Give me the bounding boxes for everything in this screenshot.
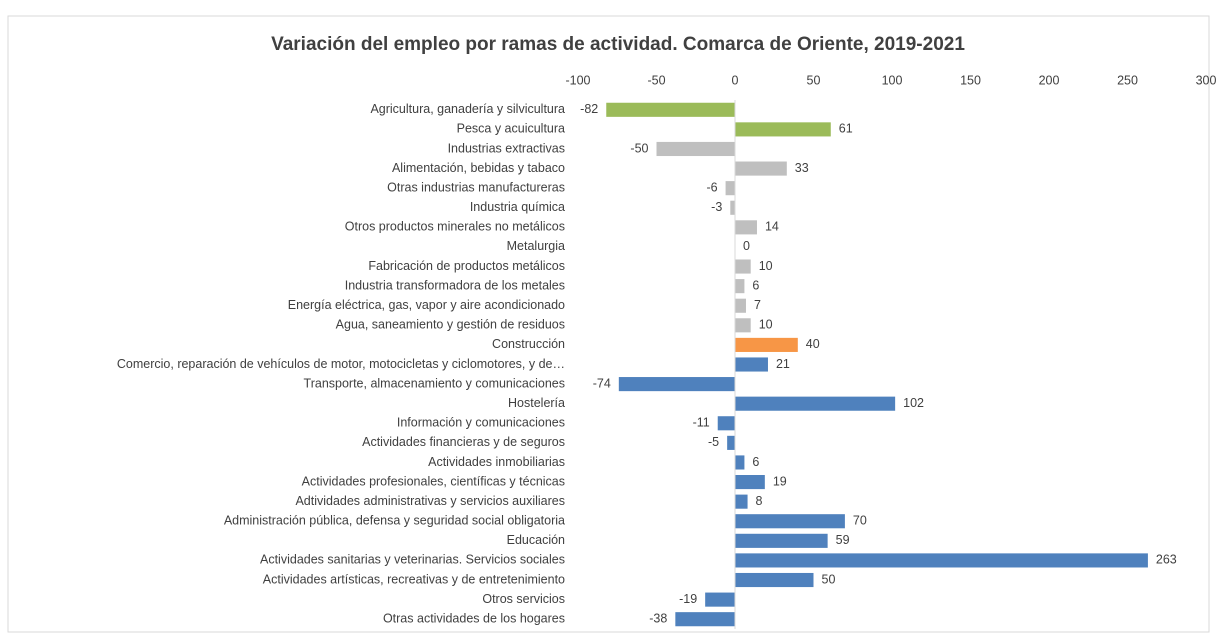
x-tick-label: 100 [882,73,903,87]
bar [727,435,735,450]
bar [606,102,735,117]
y-tick-label: Actividades financieras y de seguros [362,435,565,449]
y-tick-label: Fabricación de productos metálicos [368,259,565,273]
bar [730,200,735,215]
bar [735,553,1148,568]
x-tick-label: -100 [565,73,590,87]
data-label: 8 [756,494,763,508]
x-tick-label: 250 [1117,73,1138,87]
y-tick-label: Agua, saneamiento y gestión de residuos [336,318,565,332]
bar [717,416,735,431]
y-tick-label: Otras industrias manufactureras [387,180,565,194]
data-label: 6 [752,278,759,292]
bar [735,337,798,352]
bar [735,572,814,588]
bar [735,318,751,333]
bar [735,494,748,509]
y-tick-label: Agricultura, ganadería y silvicultura [370,102,565,116]
bar [735,298,746,313]
data-label: 0 [743,239,750,253]
bar [735,455,745,470]
data-label: -19 [679,592,697,606]
data-label: 10 [759,318,773,332]
y-tick-label: Hostelería [508,396,565,410]
x-tick-label: 0 [732,73,739,87]
y-tick-label: Transporte, almacenamiento y comunicacio… [304,376,565,390]
x-tick-label: 150 [960,73,981,87]
data-label: -74 [593,376,611,390]
bar [735,259,751,274]
bar [735,279,745,294]
y-tick-label: Construcción [492,337,565,351]
y-tick-label: Alimentación, bebidas y tabaco [392,161,565,175]
y-tick-label: Energía eléctrica, gas, vapor y aire aco… [288,298,565,312]
data-label: -38 [649,612,667,626]
y-tick-label: Adtividades administrativas y servicios … [295,494,565,508]
data-label: -82 [580,102,598,116]
data-label: 19 [773,474,787,488]
data-label: -50 [630,141,648,155]
data-label: 6 [752,455,759,469]
bar [705,592,735,607]
y-tick-label: Industria química [470,200,565,214]
data-label: 263 [1156,553,1177,567]
data-label: 102 [903,396,924,410]
bar [735,161,787,176]
bar [735,396,896,411]
data-label: -3 [711,200,722,214]
bar [656,141,735,157]
data-label: 33 [795,161,809,175]
x-tick-label: 50 [807,73,821,87]
y-tick-label: Educación [507,533,565,547]
y-tick-label: Otros servicios [482,592,565,606]
bar [735,514,845,529]
y-tick-label: Comercio, reparación de vehículos de mot… [117,357,565,371]
data-label: 50 [822,572,836,586]
bar [735,220,757,235]
data-label: -5 [708,435,719,449]
y-tick-label: Información y comunicaciones [397,416,565,430]
bar [735,357,768,372]
y-tick-label: Actividades inmobiliarias [428,455,565,469]
bar [735,122,831,137]
data-label: -11 [693,416,710,430]
y-tick-label: Industrias extractivas [448,141,565,155]
chart-title: Variación del empleo por ramas de activi… [271,34,965,55]
y-tick-label: Metalurgia [507,239,565,253]
data-label: 59 [836,533,850,547]
y-tick-label: Otras actividades de los hogares [383,612,565,626]
data-label: 7 [754,298,761,312]
bar [735,475,765,490]
data-label: 14 [765,220,779,234]
bar [735,533,828,548]
y-tick-label: Administración pública, defensa y seguri… [224,514,565,528]
x-tick-label: 200 [1039,73,1060,87]
bar [618,377,735,392]
chart-border [7,15,1210,633]
y-tick-label: Industria transformadora de los metales [345,278,565,292]
data-label: 21 [776,357,790,371]
x-tick-label: 300 [1196,73,1216,87]
y-tick-label: Otros productos minerales no metálicos [345,220,565,234]
x-tick-label: -50 [647,73,665,87]
y-tick-label: Actividades sanitarias y veterinarias. S… [260,553,565,567]
bar [675,612,735,627]
data-label: -6 [706,180,717,194]
data-label: 40 [806,337,820,351]
data-label: 61 [839,122,853,136]
y-tick-label: Pesca y acuicultura [457,122,565,136]
y-tick-label: Actividades profesionales, científicas y… [302,474,565,488]
y-tick-label: Actividades artísticas, recreativas y de… [263,572,565,586]
data-label: 10 [759,259,773,273]
data-label: 70 [853,514,867,528]
bar [725,181,735,196]
